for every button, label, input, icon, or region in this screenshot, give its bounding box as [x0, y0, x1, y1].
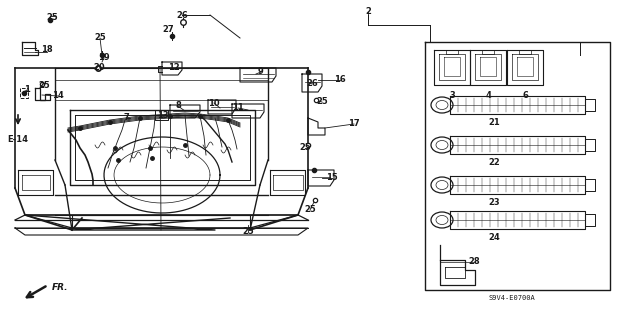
Text: 17: 17	[348, 119, 360, 129]
Text: 27: 27	[162, 26, 174, 35]
Text: 3: 3	[449, 91, 455, 100]
Text: 10: 10	[208, 99, 220, 108]
Text: 1: 1	[24, 85, 30, 94]
Text: 9: 9	[258, 68, 264, 76]
Text: 22: 22	[488, 158, 500, 167]
Text: S9V4-E0700A: S9V4-E0700A	[488, 295, 536, 301]
Text: 4: 4	[485, 91, 491, 100]
Text: 25: 25	[304, 205, 316, 214]
Text: 26: 26	[306, 79, 318, 89]
Text: 16: 16	[334, 76, 346, 84]
Text: E-14: E-14	[8, 135, 29, 144]
Text: 14: 14	[52, 92, 64, 100]
Text: 25: 25	[299, 143, 311, 153]
Text: 28: 28	[468, 257, 479, 266]
Text: 23: 23	[488, 198, 500, 207]
Text: 8: 8	[175, 101, 181, 110]
Text: 18: 18	[41, 45, 53, 54]
Text: 13: 13	[157, 110, 169, 119]
Text: 25: 25	[242, 228, 254, 236]
Text: 19: 19	[98, 53, 110, 62]
Text: 12: 12	[168, 63, 180, 73]
Text: 26: 26	[176, 11, 188, 20]
Text: 7: 7	[123, 114, 129, 123]
Text: 21: 21	[488, 118, 500, 127]
Text: 24: 24	[488, 233, 500, 242]
Text: 2: 2	[365, 7, 371, 17]
Text: 25: 25	[46, 12, 58, 21]
Text: 6: 6	[522, 91, 528, 100]
Text: 25: 25	[38, 81, 50, 90]
Text: 15: 15	[326, 173, 338, 182]
Text: 25: 25	[316, 98, 328, 107]
Text: 25: 25	[94, 34, 106, 43]
Text: FR.: FR.	[52, 284, 68, 292]
Text: 20: 20	[93, 63, 105, 73]
Text: 11: 11	[232, 103, 244, 113]
